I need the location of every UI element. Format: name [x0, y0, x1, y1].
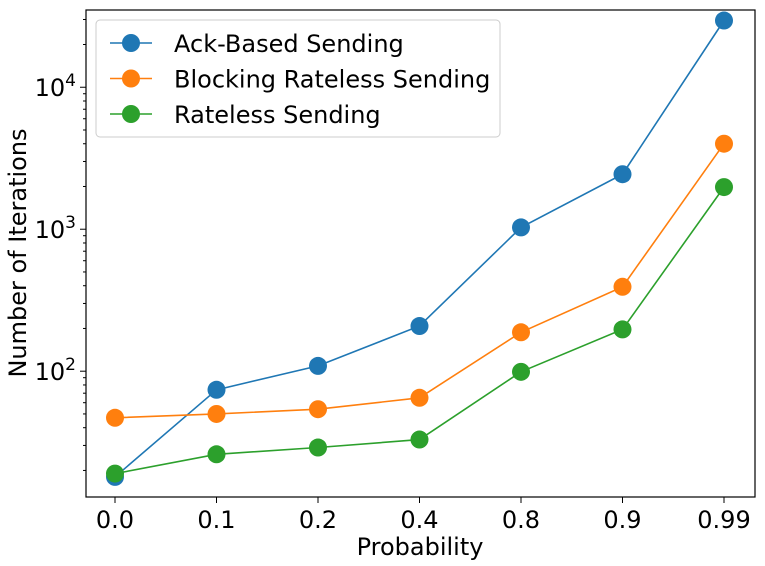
x-tick-label: 0.9 — [603, 506, 641, 534]
legend-label: Rateless Sending — [174, 101, 381, 129]
y-axis: 102 103 104 — [35, 19, 86, 471]
data-point — [309, 356, 327, 375]
data-point — [410, 388, 429, 407]
y-axis-label: Number of Iterations — [4, 128, 32, 377]
legend-marker — [122, 105, 140, 123]
data-point — [512, 218, 530, 237]
data-point — [309, 400, 327, 419]
data-point — [410, 430, 429, 449]
x-tick-label: 0.2 — [299, 506, 337, 534]
x-axis-label: Probability — [357, 533, 484, 561]
series-line — [114, 143, 725, 419]
x-tick-label: 0.0 — [96, 506, 134, 534]
data-point — [613, 277, 632, 296]
y-tick-label: 104 — [35, 71, 76, 102]
data-point — [309, 438, 327, 457]
plot-marks — [106, 11, 733, 486]
legend: Ack-Based Sending Blocking Rateless Sendi… — [95, 19, 501, 138]
data-point — [207, 445, 226, 464]
data-point — [715, 11, 733, 30]
legend-label: Blocking Rateless Sending — [174, 66, 490, 94]
x-tick-label: 0.1 — [197, 506, 235, 534]
data-point — [207, 404, 226, 423]
y-tick-label: 103 — [35, 213, 76, 244]
data-point — [512, 323, 530, 342]
data-point — [613, 320, 632, 339]
legend-box — [95, 19, 501, 138]
y-tick-label: 102 — [35, 355, 76, 386]
data-point — [715, 134, 733, 153]
x-tick-label: 0.99 — [697, 506, 750, 534]
x-tick-label: 0.8 — [502, 506, 540, 534]
data-point — [207, 380, 226, 399]
legend-label: Ack-Based Sending — [174, 30, 404, 58]
data-point — [613, 165, 632, 184]
plot-frame — [85, 9, 756, 498]
legend-marker — [122, 34, 140, 52]
x-tick-label: 0.4 — [400, 506, 438, 534]
data-point — [106, 464, 124, 483]
data-point — [410, 317, 429, 336]
data-point — [106, 408, 124, 427]
x-axis: 0.0 0.1 0.2 0.4 0.8 0.9 0.99 — [96, 497, 751, 534]
data-point — [512, 362, 530, 381]
legend-marker — [122, 69, 140, 88]
data-point — [715, 178, 733, 197]
